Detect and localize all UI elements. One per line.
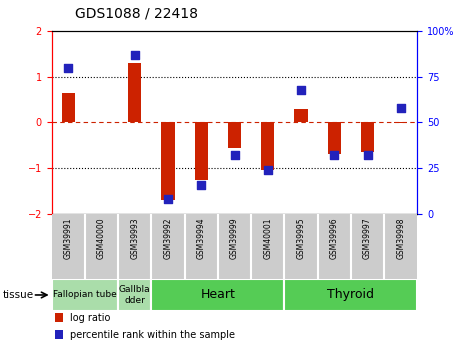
- Point: [231, 152, 238, 158]
- Text: GSM39997: GSM39997: [363, 217, 372, 259]
- Bar: [161, 122, 174, 200]
- Point: [397, 105, 405, 111]
- Bar: [52, 279, 118, 311]
- Text: GSM39995: GSM39995: [296, 217, 305, 259]
- Bar: [328, 122, 341, 155]
- Text: GSM39998: GSM39998: [396, 217, 405, 259]
- Point: [264, 167, 272, 173]
- Text: GDS1088 / 22418: GDS1088 / 22418: [75, 7, 198, 21]
- Bar: [284, 279, 417, 311]
- Point: [64, 65, 72, 70]
- Point: [197, 182, 205, 187]
- Text: tissue: tissue: [2, 290, 33, 300]
- Bar: [55, 313, 63, 322]
- Bar: [295, 109, 308, 122]
- Bar: [118, 279, 151, 311]
- Text: GSM40000: GSM40000: [97, 217, 106, 259]
- Bar: [394, 122, 408, 124]
- Bar: [261, 122, 274, 170]
- Bar: [128, 63, 141, 122]
- Bar: [151, 279, 284, 311]
- Bar: [55, 331, 63, 339]
- Point: [131, 52, 138, 58]
- Text: Gallbla
dder: Gallbla dder: [119, 285, 151, 305]
- Point: [164, 197, 172, 202]
- Point: [297, 87, 305, 92]
- Bar: [195, 122, 208, 180]
- Text: Thyroid: Thyroid: [327, 288, 374, 302]
- Text: GSM39993: GSM39993: [130, 217, 139, 259]
- Text: GSM39991: GSM39991: [64, 217, 73, 259]
- Bar: [228, 122, 241, 148]
- Point: [364, 152, 371, 158]
- Text: log ratio: log ratio: [70, 313, 110, 323]
- Bar: [61, 93, 75, 122]
- Text: GSM39999: GSM39999: [230, 217, 239, 259]
- Text: GSM39994: GSM39994: [197, 217, 206, 259]
- Bar: [361, 122, 374, 152]
- Text: GSM40001: GSM40001: [263, 217, 272, 259]
- Point: [331, 152, 338, 158]
- Text: GSM39992: GSM39992: [164, 217, 173, 259]
- Text: GSM39996: GSM39996: [330, 217, 339, 259]
- Text: Heart: Heart: [200, 288, 235, 302]
- Text: percentile rank within the sample: percentile rank within the sample: [70, 330, 235, 340]
- Text: Fallopian tube: Fallopian tube: [53, 290, 117, 299]
